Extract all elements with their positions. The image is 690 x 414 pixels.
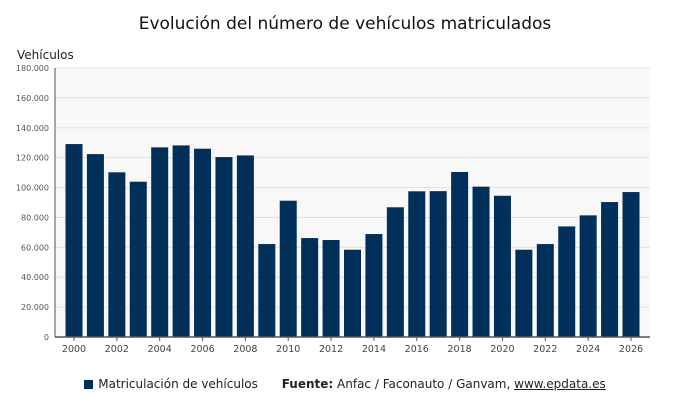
x-tick-label: 2004 <box>148 344 172 355</box>
y-tick-label: 60.000 <box>21 243 49 252</box>
bar-2021 <box>515 249 533 337</box>
bar-2012 <box>322 240 340 337</box>
bar-2003 <box>129 181 147 337</box>
y-tick-label: 80.000 <box>21 213 49 222</box>
bar-2014 <box>365 234 383 337</box>
y-tick-label: 100.000 <box>16 184 49 193</box>
bar-2019 <box>472 186 490 337</box>
bar-2008 <box>236 155 254 337</box>
legend: Matriculación de vehículos Fuente: Anfac… <box>0 377 690 391</box>
bar-2017 <box>429 191 447 337</box>
bar-2009 <box>258 244 276 337</box>
x-tick-label: 2010 <box>276 344 300 355</box>
bar-2025 <box>601 202 619 337</box>
bar-2013 <box>344 249 361 337</box>
y-tick-label: 40.000 <box>21 273 49 282</box>
x-tick-label: 2022 <box>533 344 557 355</box>
bar-2006 <box>194 148 212 337</box>
bar-2007 <box>215 157 233 337</box>
y-tick-label: 140.000 <box>16 124 49 133</box>
x-tick-label: 2020 <box>490 344 514 355</box>
source-label: Fuente: <box>281 377 334 391</box>
bar-2018 <box>451 172 469 337</box>
bar-2023 <box>558 226 576 337</box>
y-tick-label: 20.000 <box>21 303 49 312</box>
y-tick-label: 120.000 <box>16 154 49 163</box>
x-tick-label: 2006 <box>190 344 214 355</box>
x-tick-label: 2014 <box>362 344 386 355</box>
x-tick-label: 2000 <box>62 344 86 355</box>
x-tick-label: 2002 <box>105 344 129 355</box>
bar-2016 <box>408 191 426 337</box>
x-tick-label: 2012 <box>319 344 343 355</box>
x-tick-label: 2026 <box>619 344 643 355</box>
y-tick-label: 180.000 <box>16 64 49 73</box>
legend-label: Matriculación de vehículos <box>98 377 258 391</box>
x-tick-label: 2024 <box>576 344 600 355</box>
bar-2020 <box>493 195 511 337</box>
x-tick-label: 2016 <box>405 344 429 355</box>
y-tick-label: 160.000 <box>16 94 49 103</box>
bar-2024 <box>579 215 597 337</box>
bar-2004 <box>151 147 169 337</box>
chart-title: Evolución del número de vehículos matric… <box>138 14 552 34</box>
bar-2026 <box>622 192 640 337</box>
bar-2002 <box>108 172 126 337</box>
y-tick-label: 0 <box>44 333 49 342</box>
bar-2022 <box>536 244 554 337</box>
legend-item: Matriculación de vehículos <box>84 377 258 391</box>
legend-swatch <box>84 380 94 389</box>
bar-2005 <box>172 145 190 337</box>
bar-2010 <box>279 200 297 337</box>
y-axis-label: Vehículos <box>17 48 74 62</box>
bar-2001 <box>86 154 104 337</box>
x-tick-label: 2008 <box>233 344 257 355</box>
source: Fuente: Anfac / Faconauto / Ganvam, www.… <box>282 377 606 391</box>
source-text: Anfac / Faconauto / Ganvam, <box>337 377 511 391</box>
bar-2011 <box>301 238 319 337</box>
bar-2000 <box>65 144 83 337</box>
bar-2015 <box>386 207 404 337</box>
x-tick-label: 2018 <box>448 344 472 355</box>
source-link[interactable]: www.epdata.es <box>514 377 606 391</box>
